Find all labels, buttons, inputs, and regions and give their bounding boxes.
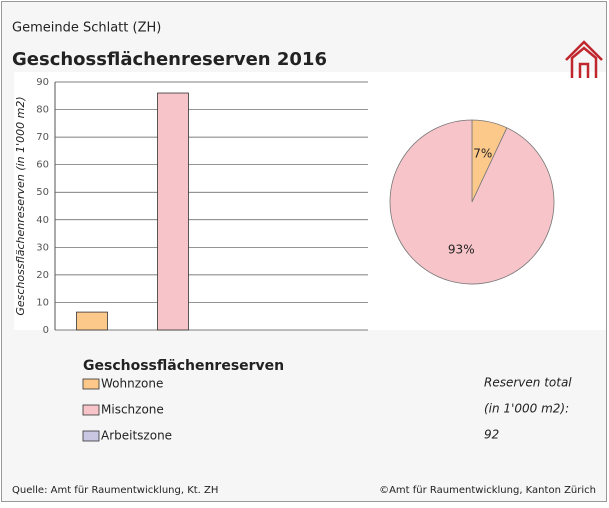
legend-label: Mischzone bbox=[101, 403, 164, 417]
total-unit: (in 1'000 m2): bbox=[484, 402, 569, 416]
pie-slice bbox=[389, 119, 555, 285]
y-tick-label: 10 bbox=[36, 297, 49, 308]
copyright: ©Amt für Raumentwicklung, Kanton Zürich bbox=[379, 485, 596, 496]
legend-swatch bbox=[82, 404, 100, 416]
legend-swatch bbox=[82, 378, 100, 390]
total-label: Reserven total bbox=[484, 376, 572, 390]
total-value: 92 bbox=[484, 428, 499, 442]
y-tick-label: 20 bbox=[36, 270, 49, 281]
y-tick-label: 30 bbox=[36, 242, 49, 253]
pie-label: 93% bbox=[448, 243, 475, 257]
title: Geschossflächenreserven 2016 bbox=[12, 49, 327, 70]
y-tick-label: 40 bbox=[36, 215, 49, 226]
legend-label: Arbeitszone bbox=[101, 429, 172, 443]
subtitle: Gemeinde Schlatt (ZH) bbox=[12, 21, 161, 36]
y-tick-label: 70 bbox=[36, 132, 49, 143]
legend-swatch bbox=[82, 430, 100, 442]
y-tick-label: 90 bbox=[36, 77, 49, 88]
y-axis-label: Geschossflächenreserven (in 1'000 m2) bbox=[14, 96, 27, 315]
bar bbox=[157, 92, 189, 331]
legend-label: Wohnzone bbox=[101, 377, 163, 391]
y-tick-label: 0 bbox=[43, 325, 49, 336]
y-tick-label: 50 bbox=[36, 187, 49, 198]
logo bbox=[565, 40, 603, 78]
legend-title: Geschossflächenreserven bbox=[83, 358, 284, 374]
bar bbox=[76, 311, 108, 331]
y-tick-label: 80 bbox=[36, 105, 49, 116]
source: Quelle: Amt für Raumentwicklung, Kt. ZH bbox=[12, 485, 218, 496]
y-tick-label: 60 bbox=[36, 160, 49, 171]
pie-label: 7% bbox=[473, 146, 492, 160]
